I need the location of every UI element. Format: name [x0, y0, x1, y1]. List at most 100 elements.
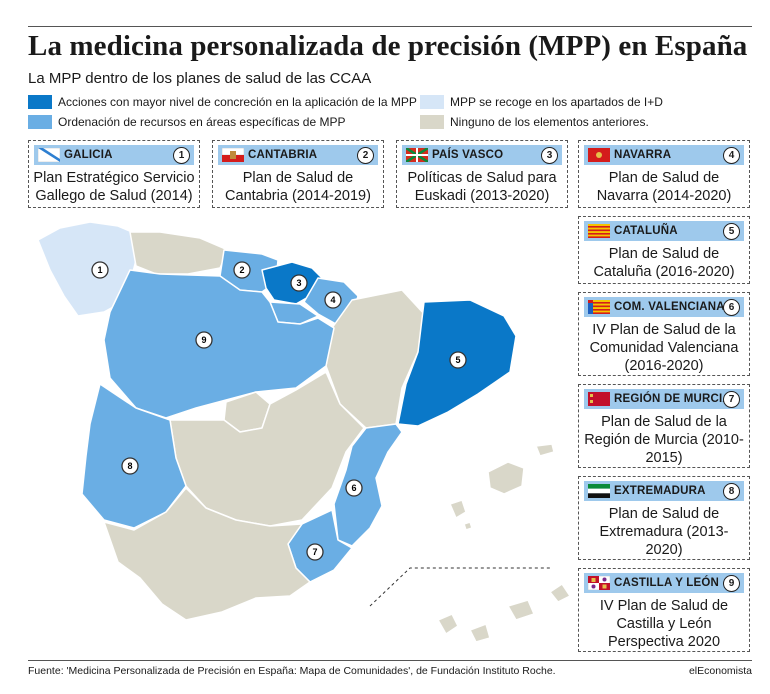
region-plan: Plan de Salud de Extremadura (2013-2020) — [599, 506, 729, 558]
region-asturias — [129, 231, 229, 275]
top-rule — [28, 26, 752, 27]
legend-swatch-beige — [420, 115, 444, 129]
map-marker-5: 5 — [449, 351, 467, 369]
region-baleares-ibiza — [449, 499, 467, 519]
region-card-cataluna: CATALUÑA 5 Plan de Salud de Cataluña (20… — [578, 216, 750, 284]
region-name: GALICIA — [64, 149, 113, 161]
legend-item-ordenacion: Ordenación de recursos en áreas específi… — [28, 115, 345, 129]
region-card-murcia: REGIÓN DE MURCIA 7 Plan de Salud de la R… — [578, 384, 750, 468]
region-card-header: REGIÓN DE MURCIA 7 — [584, 389, 744, 409]
svg-text:7: 7 — [312, 547, 317, 557]
region-card-header: CASTILLA Y LEÓN 9 — [584, 573, 744, 593]
region-andalucia — [103, 487, 311, 621]
canarias-frame — [369, 567, 552, 607]
region-plan: Plan de Salud de Cataluña (2016-2020) — [593, 246, 735, 280]
region-plan: Plan de Salud de Navarra (2014-2020) — [596, 170, 732, 204]
region-valencia — [333, 423, 403, 547]
legend-item-id: MPP se recoge en los apartados de I+D — [420, 95, 663, 109]
svg-text:9: 9 — [201, 335, 206, 345]
region-name: CATALUÑA — [614, 225, 678, 237]
pais-vasco-flag-icon — [406, 148, 428, 162]
map-marker-2: 2 — [233, 261, 251, 279]
map-marker-4: 4 — [324, 291, 342, 309]
legend-swatch-pale-blue — [420, 95, 444, 109]
legend-label: MPP se recoge en los apartados de I+D — [450, 95, 663, 109]
legend-swatch-mid-blue — [28, 115, 52, 129]
legend-label: Acciones con mayor nivel de concreción e… — [58, 95, 417, 109]
svg-text:1: 1 — [97, 265, 102, 275]
extremadura-flag-icon — [588, 484, 610, 498]
castilla-leon-flag-icon — [588, 576, 610, 590]
region-card-castilla-leon: CASTILLA Y LEÓN 9 IV Plan de Salud de Ca… — [578, 568, 750, 652]
cataluna-flag-icon — [588, 224, 610, 238]
region-card-header: GALICIA 1 — [34, 145, 194, 165]
region-canarias-2 — [469, 623, 491, 643]
svg-text:4: 4 — [330, 295, 335, 305]
map-marker-3: 3 — [290, 274, 308, 292]
region-card-pais-vasco: PAÍS VASCO 3 Políticas de Salud para Eus… — [396, 140, 568, 208]
region-baleares-formentera — [463, 521, 473, 531]
svg-text:8: 8 — [127, 461, 132, 471]
region-number: 1 — [173, 147, 190, 164]
map-marker-8: 8 — [121, 457, 139, 475]
region-card-header: COM. VALENCIANA 6 — [584, 297, 744, 317]
region-baleares-menorca — [535, 443, 555, 457]
region-card-header: NAVARRA 4 — [584, 145, 744, 165]
region-card-header: PAÍS VASCO 3 — [402, 145, 562, 165]
region-number: 8 — [723, 483, 740, 500]
map-marker-6: 6 — [345, 479, 363, 497]
legend-label: Ninguno de los elementos anteriores. — [450, 115, 649, 129]
region-card-com-valenciana: COM. VALENCIANA 6 IV Plan de Salud de la… — [578, 292, 750, 376]
galicia-flag-icon — [38, 148, 60, 162]
legend-item-concrecion: Acciones con mayor nivel de concreción e… — [28, 95, 417, 109]
region-card-header: CATALUÑA 5 — [584, 221, 744, 241]
region-canarias-3 — [507, 599, 535, 621]
region-card-extremadura: EXTREMADURA 8 Plan de Salud de Extremadu… — [578, 476, 750, 560]
map-marker-1: 1 — [91, 261, 109, 279]
legend-item-ninguno: Ninguno de los elementos anteriores. — [420, 115, 649, 129]
region-canarias-4 — [549, 583, 571, 603]
region-card-cantabria: CANTABRIA 2 Plan de Salud de Cantabria (… — [212, 140, 384, 208]
region-number: 5 — [723, 223, 740, 240]
map-marker-7: 7 — [306, 543, 324, 561]
page-subtitle: La MPP dentro de los planes de salud de … — [28, 70, 372, 87]
source-note: Fuente: 'Medicina Personalizada de Preci… — [28, 665, 556, 677]
region-plan: IV Plan de Salud de la Comunidad Valenci… — [589, 322, 739, 374]
region-number: 2 — [357, 147, 374, 164]
cantabria-flag-icon — [222, 148, 244, 162]
region-name: PAÍS VASCO — [432, 149, 504, 161]
region-number: 4 — [723, 147, 740, 164]
region-card-galicia: GALICIA 1 Plan Estratégico Servicio Gall… — [28, 140, 200, 208]
region-plan: Plan de Salud de la Región de Murcia (20… — [584, 414, 744, 466]
region-extremadura — [81, 383, 187, 529]
navarra-flag-icon — [588, 148, 610, 162]
region-name: EXTREMADURA — [614, 485, 706, 497]
region-name: REGIÓN DE MURCIA — [614, 393, 731, 405]
region-plan: IV Plan de Salud de Castilla y León Pers… — [599, 598, 729, 650]
region-number: 6 — [723, 299, 740, 316]
legend-swatch-dark-blue — [28, 95, 52, 109]
com-valenciana-flag-icon — [588, 300, 610, 314]
region-number: 9 — [723, 575, 740, 592]
brand-label: elEconomista — [688, 665, 752, 677]
region-canarias-1 — [437, 613, 459, 635]
svg-text:3: 3 — [296, 278, 301, 288]
legend-label: Ordenación de recursos en áreas específi… — [58, 115, 346, 129]
region-name: NAVARRA — [614, 149, 672, 161]
region-number: 3 — [541, 147, 558, 164]
region-plan: Políticas de Salud para Euskadi (2013-20… — [407, 170, 557, 204]
region-card-header: CANTABRIA 2 — [218, 145, 378, 165]
region-name: CANTABRIA — [248, 149, 318, 161]
page-title: La medicina personalizada de precisión (… — [28, 30, 748, 62]
region-card-navarra: NAVARRA 4 Plan de Salud de Navarra (2014… — [578, 140, 750, 208]
region-name: COM. VALENCIANA — [614, 301, 725, 313]
region-baleares-mallorca — [487, 461, 525, 495]
region-number: 7 — [723, 391, 740, 408]
svg-text:5: 5 — [455, 355, 460, 365]
region-plan: Plan Estratégico Servicio Gallego de Sal… — [33, 170, 195, 204]
region-plan: Plan de Salud de Cantabria (2014-2019) — [225, 170, 371, 204]
svg-text:2: 2 — [239, 265, 244, 275]
region-card-header: EXTREMADURA 8 — [584, 481, 744, 501]
footer-rule — [28, 660, 752, 661]
